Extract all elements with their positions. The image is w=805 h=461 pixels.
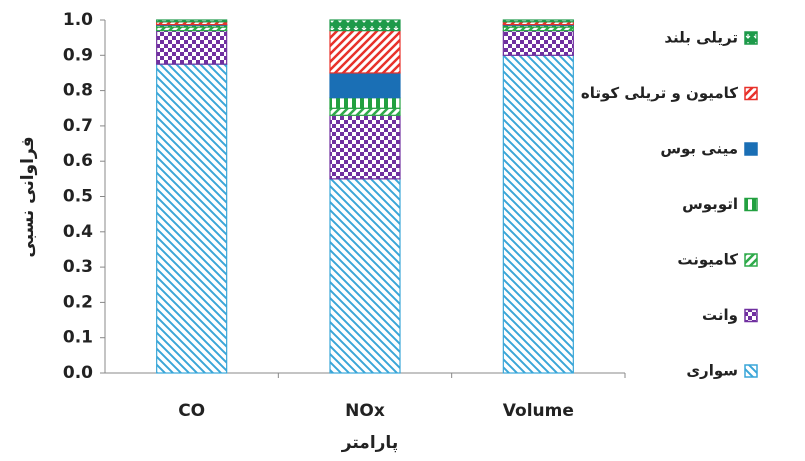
bar-segment xyxy=(329,72,401,99)
bar-segment xyxy=(329,19,401,32)
y-tick-label: 0.5 xyxy=(63,187,93,207)
y-tick-label: 0.2 xyxy=(63,292,93,312)
y-axis-title: فراوانی نسبی xyxy=(18,136,38,257)
legend-swatch xyxy=(744,142,758,156)
legend-swatch xyxy=(744,31,758,45)
y-tick-label: 0.8 xyxy=(63,81,93,101)
legend-label: سواری xyxy=(686,362,738,380)
legend-label: وانت xyxy=(702,306,738,324)
bar-segment xyxy=(502,19,574,23)
legend-swatch xyxy=(744,253,758,267)
legend-label: اتوبوس xyxy=(682,195,738,213)
y-tick-label: 0.9 xyxy=(63,45,93,65)
bar-segment xyxy=(329,97,401,109)
bar-segment xyxy=(156,29,228,65)
bar-segment xyxy=(329,114,401,180)
bar-segment xyxy=(156,63,228,374)
legend-label: کامیونت xyxy=(677,251,738,269)
bar-segment xyxy=(502,54,574,374)
y-tick-label: 0.1 xyxy=(63,328,93,348)
bar-segment xyxy=(329,29,401,74)
bar-segment xyxy=(502,29,574,56)
legend-swatch xyxy=(744,364,758,378)
bar-segment xyxy=(329,178,401,374)
bar-segment xyxy=(329,107,401,116)
legend-swatch xyxy=(744,86,758,101)
legend-swatch xyxy=(744,308,758,323)
legend-label: تریلی بلند xyxy=(664,29,738,47)
y-tick-label: 0.3 xyxy=(63,257,93,277)
y-tick-label: 0.4 xyxy=(63,222,93,242)
x-tick-label: CO xyxy=(178,401,205,421)
y-tick-label: 1.0 xyxy=(63,10,93,30)
x-axis-title: پارامتر xyxy=(341,433,398,453)
y-tick-label: 0.0 xyxy=(63,363,93,383)
x-tick-label: NOx xyxy=(345,401,385,421)
legend-label: مینی بوس xyxy=(660,140,738,158)
bar-segment xyxy=(156,19,228,23)
y-tick-label: 0.6 xyxy=(63,151,93,171)
legend-label: کامیون و تریلی کوتاه xyxy=(581,84,738,102)
x-tick-label: Volume xyxy=(503,401,574,421)
y-tick-label: 0.7 xyxy=(63,116,93,136)
legend-swatch xyxy=(744,197,758,212)
